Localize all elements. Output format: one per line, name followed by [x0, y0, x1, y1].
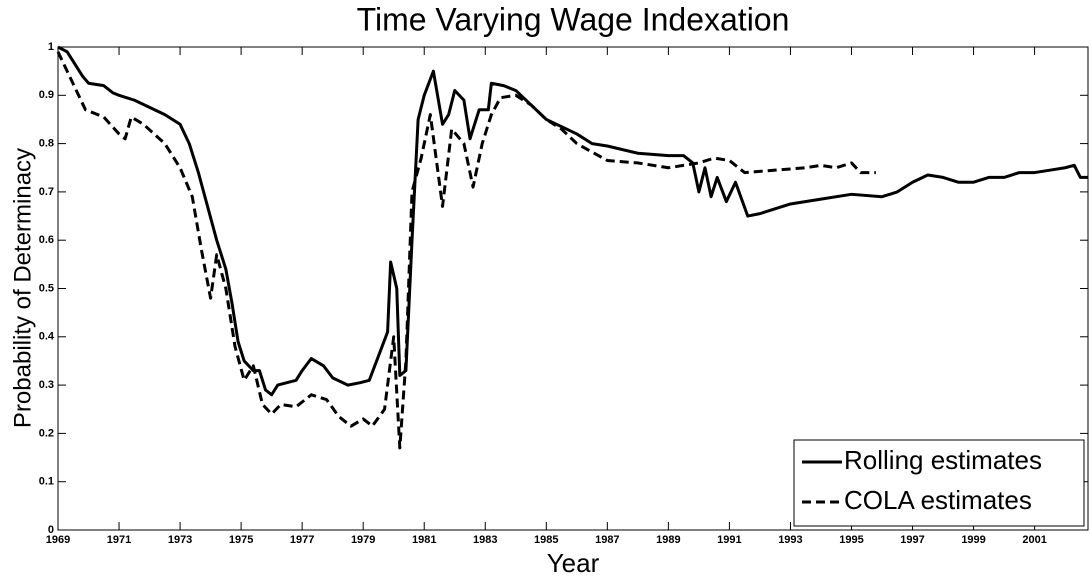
y-tick-label: 0.4	[39, 331, 55, 343]
x-axis-label: Year	[547, 548, 600, 578]
y-tick-label: 0.9	[39, 89, 54, 101]
x-tick-label: 1995	[839, 534, 863, 546]
x-tick-label: 1971	[107, 534, 131, 546]
x-tick-label: 1991	[717, 534, 741, 546]
y-tick-label: 0.1	[39, 476, 54, 488]
chart-title: Time Varying Wage Indexation	[357, 1, 790, 37]
legend-box	[793, 439, 1085, 527]
x-tick-label: 1973	[168, 534, 192, 546]
y-tick-label: 0	[48, 524, 54, 536]
x-tick-label: 1975	[229, 534, 253, 546]
x-tick-label: 1989	[656, 534, 680, 546]
y-tick-label: 1	[48, 41, 54, 53]
y-tick-label: 0.3	[39, 379, 54, 391]
x-tick-label: 1999	[961, 534, 985, 546]
x-tick-label: 1987	[595, 534, 619, 546]
plot-frame	[57, 46, 1089, 531]
x-tick-label: 1979	[351, 534, 375, 546]
x-tick-label: 1993	[778, 534, 802, 546]
y-tick-label: 0.7	[39, 186, 54, 198]
legend-label: COLA estimates	[844, 485, 1032, 515]
x-tick-label: 1985	[534, 534, 558, 546]
legend-label: Rolling estimates	[844, 445, 1042, 475]
series-line	[57, 45, 1088, 397]
y-tick-label: 0.8	[39, 138, 54, 150]
y-axis-label: Probability of Determinacy	[9, 148, 36, 428]
y-tick-label: 0.2	[39, 427, 54, 439]
x-tick-label: 1981	[412, 534, 436, 546]
x-tick-label: 2001	[1022, 534, 1046, 546]
x-tick-label: 1997	[900, 534, 924, 546]
x-tick-label: 1969	[46, 534, 70, 546]
y-tick-label: 0.5	[39, 282, 54, 294]
x-tick-label: 1983	[473, 534, 497, 546]
y-tick-label: 0.6	[39, 234, 54, 246]
series-line	[56, 51, 876, 450]
x-tick-label: 1977	[290, 534, 314, 546]
